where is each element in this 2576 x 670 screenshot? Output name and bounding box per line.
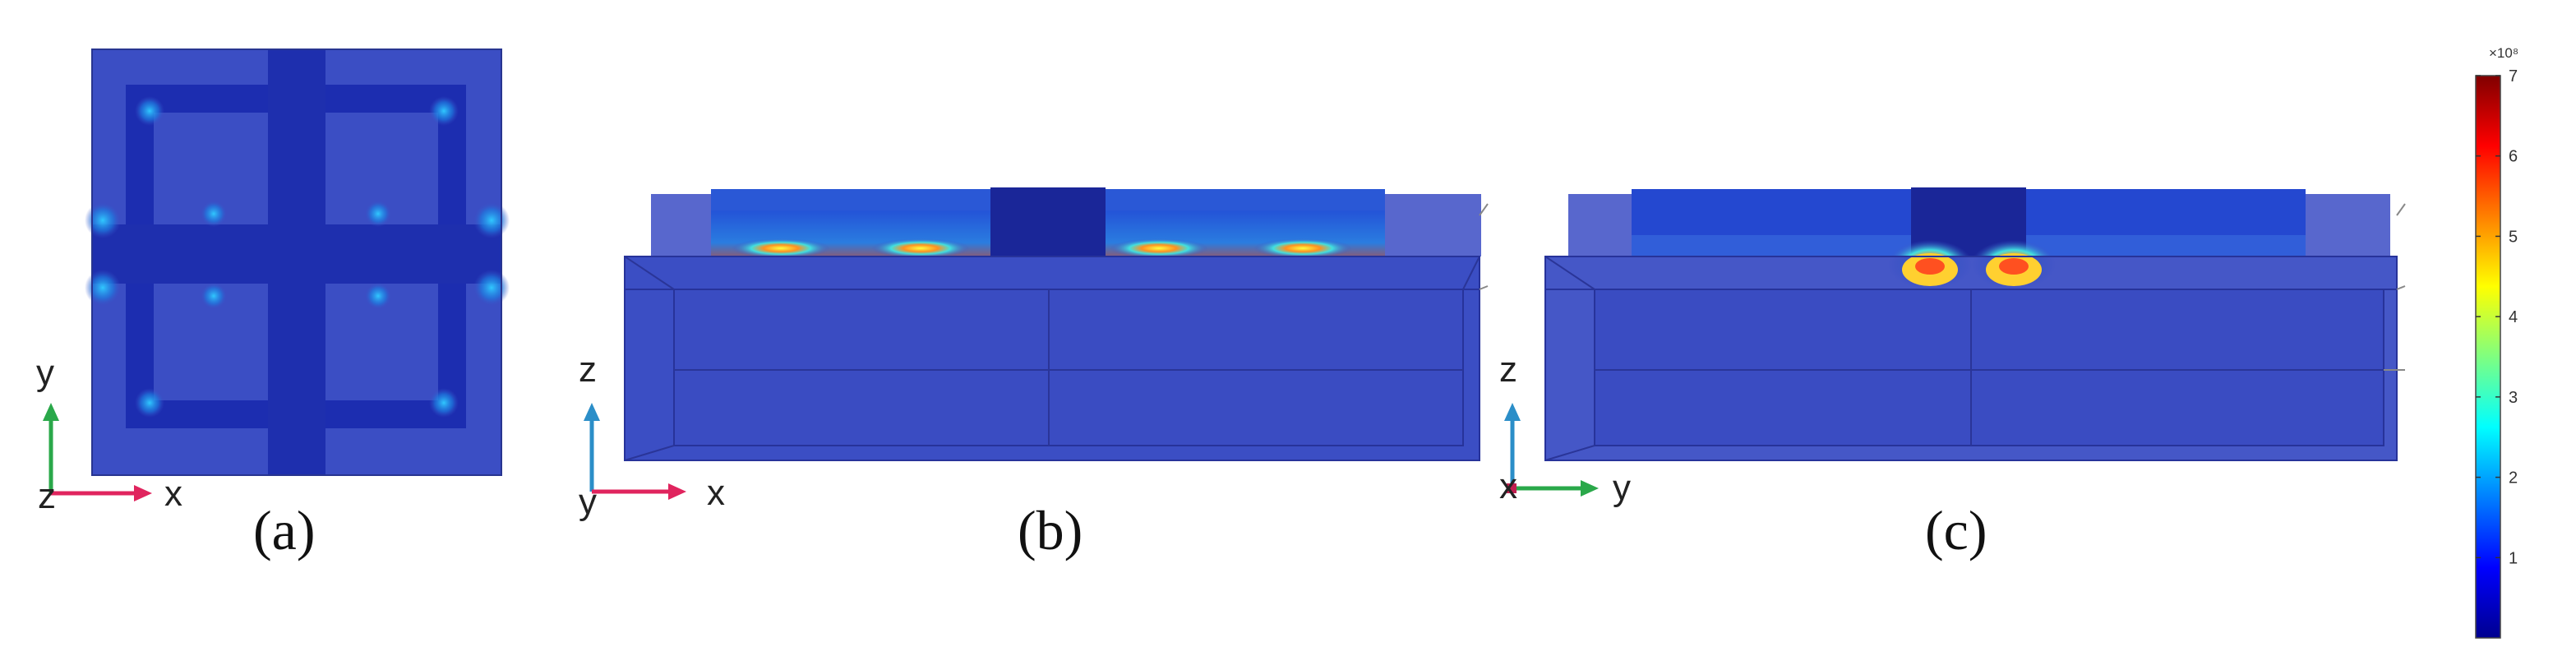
panel-c-axis-triad: z y x: [1499, 349, 1631, 508]
panel-c-horizontal-axis-label: y: [1613, 468, 1631, 508]
colorbar-tick-label: 4: [2509, 308, 2518, 326]
colorbar-exponent-label: ×10⁸: [2489, 45, 2518, 61]
colorbar-ticks: 1 2 3 4 5 6 7: [2476, 67, 2518, 567]
panel-a-axis-triad: y x z: [36, 353, 182, 516]
panel-b-horizontal-axis-label: x: [707, 473, 725, 513]
panel-b-view: [624, 187, 1489, 461]
panel-b-vertical-axis-label: z: [579, 349, 597, 390]
panel-a-label: (a): [253, 499, 315, 561]
panel-c-vertical-axis-label: z: [1499, 349, 1517, 390]
panel-c-label: (c): [1925, 499, 1987, 561]
colorbar-gradient: [2475, 75, 2501, 639]
panel-c-out-of-plane-axis-label: x: [1499, 466, 1517, 506]
colorbar-tick-label: 5: [2509, 228, 2518, 246]
colorbar: ×10⁸ 1 2 3 4 5 6 7: [2475, 45, 2518, 639]
panel-a-vertical-axis-label: y: [36, 353, 54, 393]
colorbar-tick-label: 2: [2509, 469, 2518, 487]
panel-a-out-of-plane-axis-label: z: [38, 476, 56, 516]
panel-b-axis-triad: z x y: [579, 349, 725, 522]
panel-a-view: [85, 49, 510, 476]
panel-b-out-of-plane-axis-label: y: [579, 482, 597, 522]
colorbar-tick-label: 6: [2509, 148, 2518, 166]
colorbar-tick-label: 7: [2509, 67, 2518, 85]
panel-b-label: (b): [1018, 499, 1083, 561]
colorbar-tick-label: 3: [2509, 389, 2518, 407]
colorbar-tick-label: 1: [2509, 549, 2518, 567]
panel-c-view: [1544, 187, 2406, 461]
panel-a-horizontal-axis-label: x: [164, 474, 182, 514]
